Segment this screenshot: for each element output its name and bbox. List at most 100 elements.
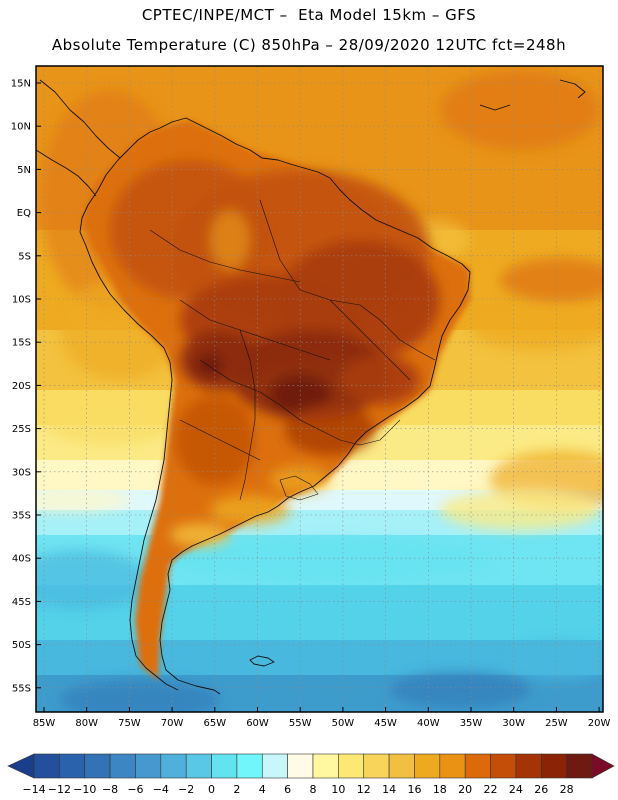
colorbar-label: 2	[233, 783, 240, 796]
lon-label: 45W	[374, 718, 397, 729]
colorbar-label: 6	[284, 783, 291, 796]
map-field	[36, 66, 603, 712]
colorbar-swatch	[490, 753, 517, 779]
colorbar-label: 22	[484, 783, 498, 796]
lon-label: 80W	[75, 718, 98, 729]
colorbar-swatch	[236, 753, 263, 779]
colorbar-swatch	[439, 753, 466, 779]
islands-1	[559, 79, 586, 99]
border-7	[329, 299, 411, 381]
latitude-labels: 15N 10N 5N EQ 5S 10S 15S 20S 25S 30S 35S 40S 45S 50S 5…	[11, 79, 41, 694]
colorbar-label: 18	[433, 783, 447, 796]
colorbar-swatch	[388, 753, 415, 779]
lat-label: 5S	[18, 251, 31, 262]
border-1	[149, 229, 301, 283]
falklands	[249, 655, 275, 667]
colorbar-label: 12	[357, 783, 371, 796]
lat-label: 40S	[12, 554, 31, 565]
graticule	[36, 66, 603, 712]
lon-label: 40W	[417, 718, 440, 729]
uruguay	[279, 475, 319, 501]
lon-label: 30W	[502, 718, 525, 729]
border-5	[239, 329, 256, 501]
colorbar-low-arrow	[7, 753, 35, 779]
border-8	[359, 304, 436, 361]
colorbar	[7, 753, 615, 779]
caribbean-coast	[39, 79, 121, 159]
coastline-main	[81, 117, 471, 695]
colorbar-swatch	[464, 753, 491, 779]
colorbar-swatch	[414, 753, 441, 779]
lon-label: 20W	[588, 718, 611, 729]
colorbar-swatch	[261, 753, 288, 779]
lon-label: 85W	[33, 718, 56, 729]
lat-label: 15S	[12, 338, 31, 349]
colorbar-swatch	[59, 753, 86, 779]
colorbar-label: 28	[560, 783, 574, 796]
colorbar-swatch	[312, 753, 339, 779]
band-m2	[36, 640, 603, 680]
lon-label: 25W	[545, 718, 568, 729]
colorbar-swatch	[540, 753, 567, 779]
colorbar-swatch	[515, 753, 542, 779]
colorbar-label: −4	[153, 783, 169, 796]
lat-label: 5N	[17, 165, 31, 176]
lon-label: 70W	[161, 718, 184, 729]
lon-label: 50W	[332, 718, 355, 729]
lat-label: EQ	[17, 208, 31, 219]
map-title-line1: CPTEC/INPE/MCT – Eta Model 15km – GFS	[141, 6, 477, 24]
colorbar-label: 10	[331, 783, 345, 796]
colorbar-label: 0	[208, 783, 215, 796]
lon-label: 35W	[460, 718, 483, 729]
colorbar-swatch	[211, 753, 238, 779]
lon-label: 65W	[203, 718, 226, 729]
colorbar-swatch	[287, 753, 314, 779]
colorbar-label: −12	[48, 783, 71, 796]
colorbar-swatch	[566, 753, 593, 779]
coastline-west	[79, 217, 179, 691]
border-4	[199, 359, 301, 421]
colorbar-label: 16	[407, 783, 421, 796]
lat-label: 45S	[12, 597, 31, 608]
colorbar-label: 14	[382, 783, 396, 796]
colorbar-swatch	[84, 753, 111, 779]
colorbar-label: 20	[458, 783, 472, 796]
lat-label: 35S	[12, 511, 31, 522]
border-3	[179, 299, 331, 361]
lat-label: 15N	[11, 79, 31, 90]
colorbar-label: −14	[22, 783, 45, 796]
border-2	[259, 199, 361, 306]
central-america	[36, 149, 97, 197]
lat-label: 50S	[12, 640, 31, 651]
border-6	[299, 419, 401, 446]
colorbar-swatch	[33, 753, 60, 779]
colorbar-swatch	[338, 753, 365, 779]
colorbar-label: −6	[127, 783, 143, 796]
border-9	[179, 419, 261, 461]
colorbar-swatch	[160, 753, 187, 779]
colorbar-label: 4	[259, 783, 266, 796]
lat-label: 25S	[12, 424, 31, 435]
colorbar-label: 24	[509, 783, 523, 796]
colorbar-label: −2	[178, 783, 194, 796]
map-frame	[35, 65, 604, 713]
colorbar-label: −8	[102, 783, 118, 796]
lat-label: 10N	[11, 122, 31, 133]
lon-label: 75W	[118, 718, 141, 729]
lat-label: 20S	[12, 381, 31, 392]
colorbar-swatch	[185, 753, 212, 779]
lat-label: 30S	[12, 467, 31, 478]
map-title-line2: Absolute Temperature (C) 850hPa – 28/09/…	[51, 36, 567, 54]
islands-2	[479, 104, 511, 111]
lon-label: 60W	[246, 718, 269, 729]
lat-label: 55S	[12, 683, 31, 694]
colorbar-labels: −14 −12 −10 −8 −6 −4 −2 0 2 4 6 8 10 12 14 16 18 20 22 24 26…	[22, 783, 573, 796]
colorbar-swatch	[109, 753, 136, 779]
lat-label: 10S	[12, 295, 31, 306]
colorbar-swatch	[135, 753, 162, 779]
colorbar-label: 26	[534, 783, 548, 796]
colorbar-high-arrow	[591, 753, 615, 779]
longitude-labels: 85W 80W 75W 70W 65W 60W 55W 50W 45W 40W 35W 30W 25W 2…	[33, 707, 611, 729]
colorbar-label: 8	[310, 783, 317, 796]
